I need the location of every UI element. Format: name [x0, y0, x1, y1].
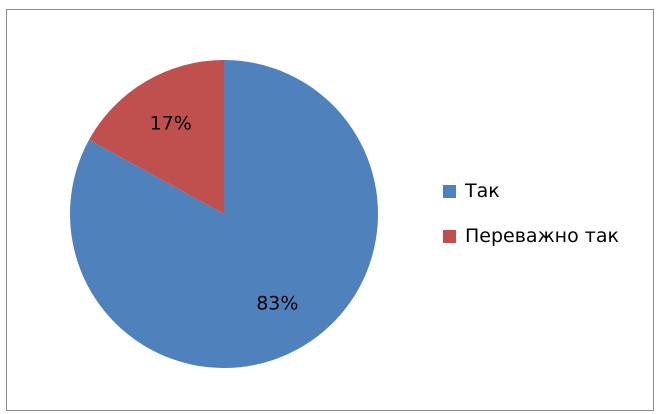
- data-label-perevazhno-tak: 17%: [150, 112, 192, 134]
- legend-swatch-perevazhno-tak: [443, 229, 456, 243]
- legend-swatch-tak: [443, 184, 456, 198]
- data-label-tak: 83%: [256, 293, 298, 315]
- legend-item-perevazhno-tak: Переважно так: [443, 225, 619, 247]
- legend-item-tak: Так: [443, 180, 619, 202]
- pie-slice-tak: [70, 60, 378, 369]
- legend: Так Переважно так: [443, 180, 619, 270]
- legend-label-perevazhno-tak: Переважно так: [465, 225, 619, 247]
- pie-slice-perevazhno-tak: [89, 60, 225, 214]
- legend-label-tak: Так: [465, 180, 500, 202]
